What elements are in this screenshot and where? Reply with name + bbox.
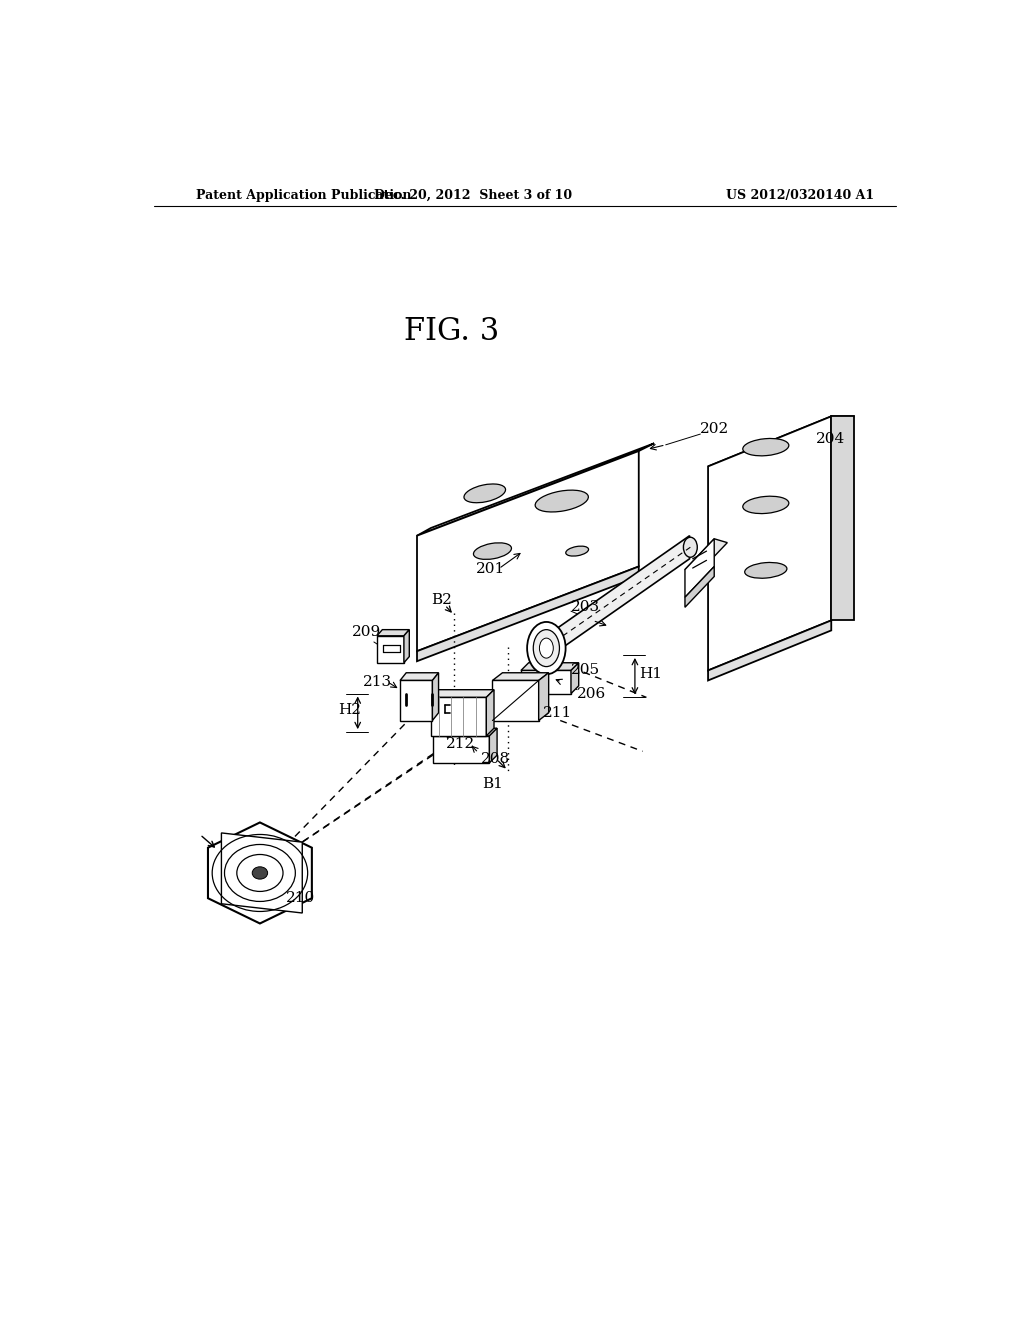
Polygon shape [400,681,432,721]
Polygon shape [403,630,410,663]
Text: Patent Application Publication: Patent Application Publication [196,189,412,202]
Text: 201: 201 [475,562,505,576]
Text: 212: 212 [446,737,475,751]
Polygon shape [685,566,714,607]
Polygon shape [377,636,403,663]
Polygon shape [208,822,312,924]
Polygon shape [486,689,494,737]
Text: B2: B2 [431,594,452,607]
Polygon shape [521,663,579,671]
Ellipse shape [252,867,267,879]
Text: FIG. 3: FIG. 3 [403,317,499,347]
Polygon shape [493,673,549,681]
Ellipse shape [527,622,565,675]
Ellipse shape [742,438,788,455]
Polygon shape [571,663,579,693]
Polygon shape [685,539,727,573]
Text: 206: 206 [578,686,606,701]
Polygon shape [708,416,831,671]
Text: 203: 203 [571,601,600,614]
Polygon shape [433,737,489,763]
Polygon shape [547,536,689,659]
Polygon shape [431,697,486,737]
Text: H2: H2 [339,704,361,718]
Text: 204: 204 [816,433,845,446]
Polygon shape [708,620,831,681]
Ellipse shape [536,490,589,512]
Polygon shape [831,416,854,620]
Ellipse shape [473,543,511,560]
Polygon shape [539,673,549,721]
Ellipse shape [464,484,506,503]
Polygon shape [400,673,438,681]
Text: 208: 208 [481,752,510,766]
Ellipse shape [534,630,559,667]
Text: 205: 205 [571,664,600,677]
Polygon shape [417,451,639,651]
Polygon shape [521,671,571,693]
Ellipse shape [742,496,788,513]
Polygon shape [433,729,497,737]
Polygon shape [708,416,854,466]
Ellipse shape [538,636,555,659]
Text: Dec. 20, 2012  Sheet 3 of 10: Dec. 20, 2012 Sheet 3 of 10 [374,189,572,202]
Text: 202: 202 [700,422,730,437]
Ellipse shape [540,638,553,659]
Ellipse shape [565,546,589,556]
Text: H1: H1 [639,668,662,681]
Polygon shape [377,630,410,636]
Polygon shape [493,681,539,721]
Polygon shape [489,729,497,763]
Text: 213: 213 [364,675,392,689]
Polygon shape [431,689,494,697]
Polygon shape [685,539,714,597]
Text: US 2012/0320140 A1: US 2012/0320140 A1 [726,189,874,202]
Text: 211: 211 [543,706,571,719]
Text: 209: 209 [352,624,382,639]
Polygon shape [432,673,438,721]
Polygon shape [417,566,639,661]
Polygon shape [221,833,302,913]
Text: 210: 210 [286,891,315,904]
Ellipse shape [683,537,697,557]
Ellipse shape [744,562,786,578]
Polygon shape [417,444,654,536]
Text: B1: B1 [482,776,503,791]
